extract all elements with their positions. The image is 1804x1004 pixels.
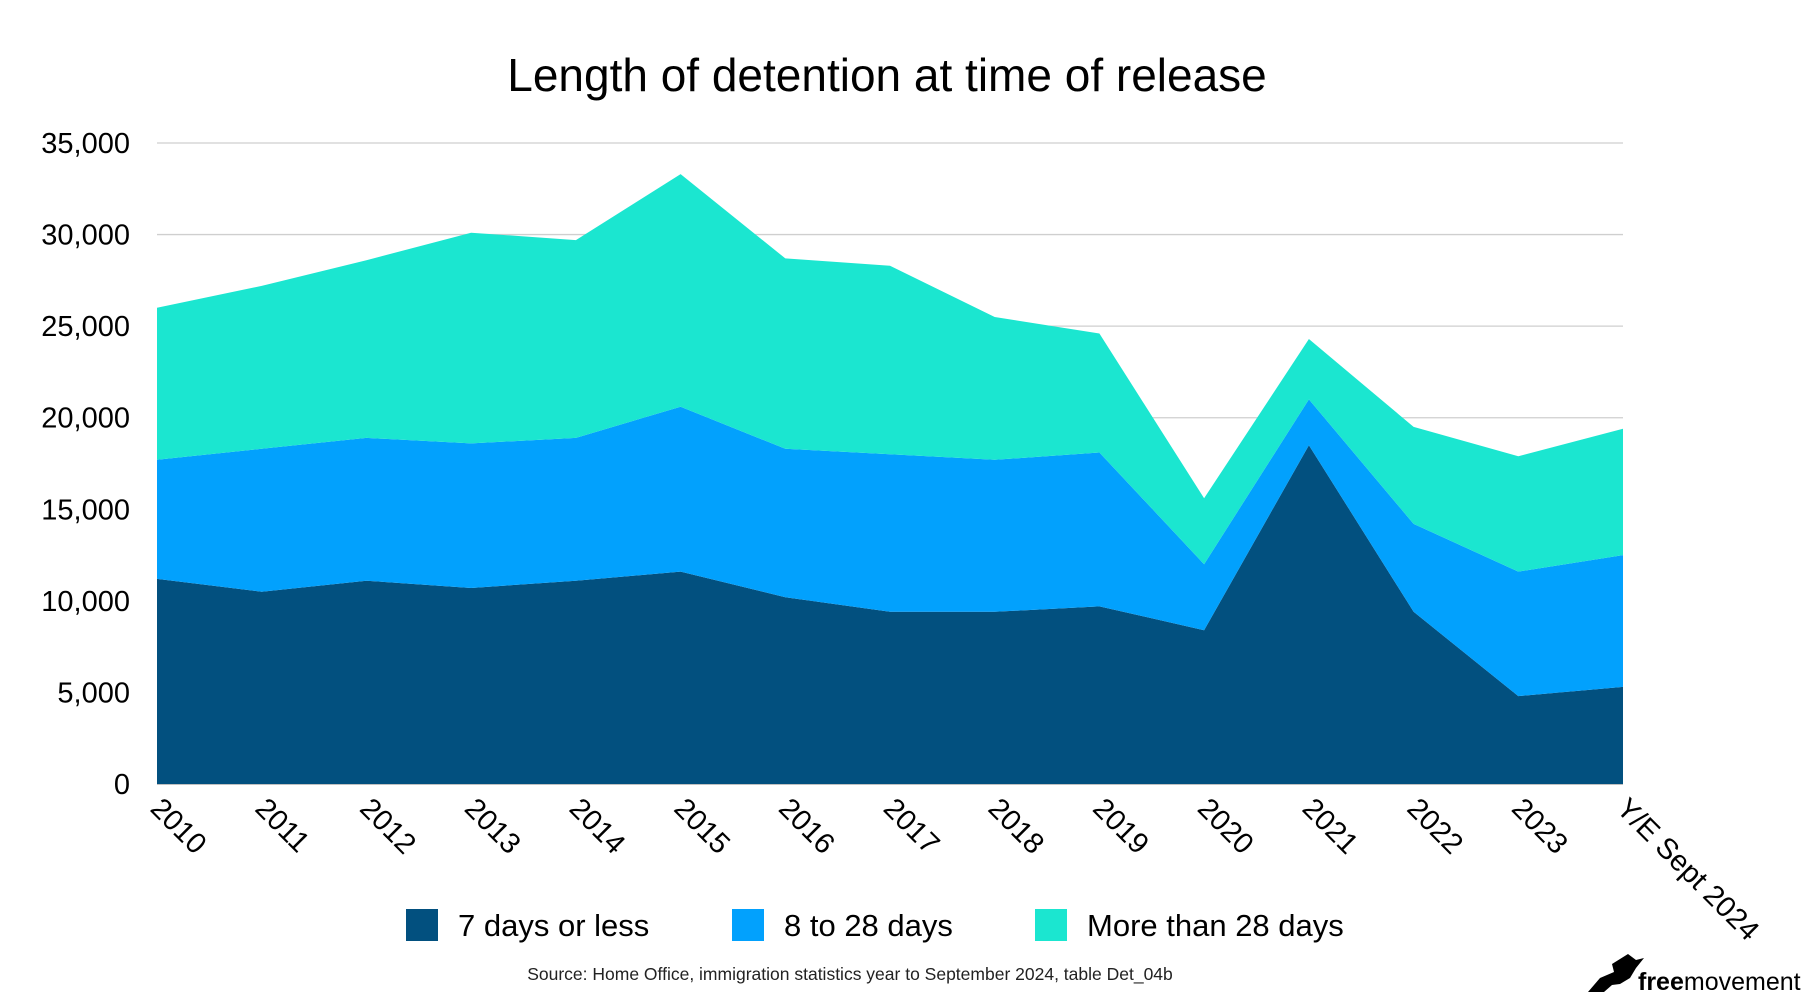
x-tick-label: 2023 — [1505, 792, 1573, 860]
bird-icon — [1588, 954, 1644, 992]
area-series-2 — [157, 399, 1623, 697]
legend-swatch — [1035, 909, 1067, 941]
x-tick-label: 2010 — [144, 792, 212, 860]
area-series-3 — [157, 174, 1623, 572]
x-tick-label: 2015 — [668, 792, 736, 860]
y-tick-label: 30,000 — [41, 220, 130, 252]
x-tick-label: Y/E Sept 2024 — [1610, 792, 1765, 947]
y-tick-label: 20,000 — [41, 403, 130, 435]
brand-text-bold: free — [1638, 968, 1684, 996]
legend: 7 days or less 8 to 28 days More than 28 d… — [406, 908, 1344, 943]
x-tick-label: 2011 — [249, 792, 316, 859]
x-tick-label: 2020 — [1191, 792, 1259, 860]
brand-text: freemovement — [1638, 968, 1801, 996]
legend-swatch — [732, 909, 764, 941]
area-series-1 — [157, 445, 1623, 784]
y-tick-label: 25,000 — [41, 311, 130, 343]
x-tick-label: 2017 — [877, 792, 945, 860]
legend-label: More than 28 days — [1087, 908, 1344, 943]
source-note: Source: Home Office, immigration statist… — [527, 964, 1173, 985]
x-tick-label: 2022 — [1401, 792, 1469, 860]
x-tick-label: 2021 — [1296, 792, 1364, 860]
x-tick-label: 2016 — [772, 792, 840, 860]
y-tick-label: 5,000 — [57, 677, 130, 709]
y-axis: 0 5,000 10,000 15,000 20,000 25,000 30,000 35,0… — [41, 128, 130, 801]
y-tick-label: 10,000 — [41, 586, 130, 618]
x-tick-label: 2012 — [353, 792, 421, 860]
y-tick-label: 0 — [114, 769, 130, 801]
legend-label: 8 to 28 days — [784, 908, 953, 943]
brand-logo: freemovement — [1588, 954, 1801, 996]
x-tick-label: 2019 — [1086, 792, 1154, 860]
chart-title: Length of detention at time of release — [507, 49, 1267, 101]
brand-text-regular: movement — [1684, 968, 1801, 996]
y-tick-label: 15,000 — [41, 494, 130, 526]
x-tick-label: 2013 — [458, 792, 526, 860]
legend-swatch — [406, 909, 438, 941]
x-tick-label: 2014 — [563, 792, 631, 860]
plot-areas — [157, 174, 1623, 784]
x-tick-label: 2018 — [982, 792, 1050, 860]
legend-label: 7 days or less — [458, 908, 649, 943]
y-tick-label: 35,000 — [41, 128, 130, 160]
x-axis: 2010 2011 2012 2013 2014 2015 2016 2017 2018 2019… — [144, 792, 1765, 947]
